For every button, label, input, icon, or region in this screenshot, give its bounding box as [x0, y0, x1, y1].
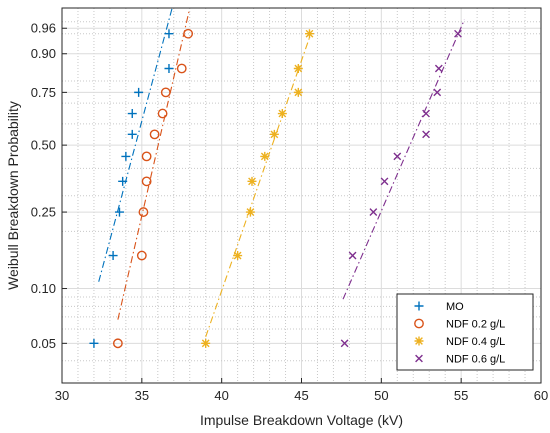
- legend-marker-2: [414, 318, 424, 329]
- data-point-series-2: [141, 151, 152, 162]
- data-point-series-1: [134, 87, 144, 97]
- legend-marker-3: [414, 336, 424, 346]
- data-point-series-2: [176, 63, 187, 74]
- data-point-series-2: [157, 108, 168, 119]
- data-point-series-3: [269, 129, 279, 139]
- x-tick-label: 35: [135, 388, 149, 403]
- data-point-series-4: [454, 29, 462, 38]
- data-point-series-1: [164, 29, 174, 39]
- fit-line-series-3: [205, 32, 312, 337]
- x-axis-label: Impulse Breakdown Voltage (kV): [200, 412, 403, 428]
- x-tick-label: 60: [534, 388, 548, 403]
- data-point-series-1: [121, 151, 131, 161]
- data-point-series-1: [127, 109, 137, 119]
- legend-label-4: NDF 0.6 g/L: [446, 354, 505, 366]
- data-point-series-3: [247, 176, 257, 186]
- y-tick-label: 0.90: [31, 46, 56, 61]
- y-axis-label: Weibull Breakdown Probability: [5, 101, 21, 290]
- data-point-series-1: [108, 251, 118, 261]
- fit-line-series-1: [98, 7, 173, 282]
- data-point-series-3: [201, 338, 211, 348]
- data-point-series-2: [183, 28, 194, 39]
- legend-marker-4: [415, 354, 423, 363]
- data-point-series-3: [277, 109, 287, 119]
- data-point-series-1: [114, 207, 124, 217]
- data-point-series-3: [304, 29, 314, 39]
- data-point-series-3: [293, 63, 303, 73]
- y-tick-label: 0.75: [31, 85, 56, 100]
- data-point-series-2: [141, 176, 152, 187]
- data-point-series-1: [164, 63, 174, 73]
- data-point-series-3: [293, 87, 303, 97]
- x-tick-label: 50: [374, 388, 388, 403]
- fit-line-series-2: [117, 9, 191, 320]
- data-point-series-1: [89, 338, 99, 348]
- legend: MO NDF 0.2 g/L NDF 0.4 g/L NDF 0.6 g/L: [396, 293, 534, 371]
- fit-lines: [98, 7, 465, 337]
- data-point-series-4: [433, 88, 442, 97]
- y-tick-label: 0.96: [31, 21, 56, 36]
- legend-label-1: MO: [446, 301, 464, 313]
- data-point-series-4: [380, 177, 389, 186]
- x-tick-label: 30: [55, 388, 69, 403]
- data-point-series-4: [340, 339, 349, 348]
- data-point-series-1: [118, 176, 128, 186]
- data-point-series-2: [160, 87, 171, 98]
- data-point-series-3: [245, 207, 255, 217]
- y-tick-label: 0.50: [31, 138, 56, 153]
- axis-ticks: 30 35 40 45 50 55 60 0.05 0.10 0.25 0.50 0.75 0.90 0.…: [31, 21, 549, 403]
- x-tick-label: 55: [454, 388, 468, 403]
- data-point-series-3: [260, 151, 270, 161]
- y-tick-label: 0.10: [31, 281, 56, 296]
- data-point-series-2: [136, 250, 147, 261]
- data-point-series-4: [369, 208, 378, 216]
- data-point-series-4: [434, 64, 443, 73]
- data-point-series-2: [138, 207, 149, 217]
- data-point-series-3: [233, 251, 243, 261]
- data-point-series-1: [127, 129, 137, 139]
- data-point-series-4: [348, 251, 357, 260]
- x-tick-label: 40: [214, 388, 228, 403]
- data-point-series-2: [149, 129, 160, 140]
- data-point-series-4: [422, 109, 430, 118]
- data-point-series-4: [393, 152, 402, 161]
- legend-label-3: NDF 0.4 g/L: [446, 336, 505, 348]
- data-point-series-2: [112, 338, 123, 349]
- y-tick-label: 0.05: [31, 336, 56, 351]
- x-tick-label: 45: [294, 388, 308, 403]
- legend-label-2: NDF 0.2 g/L: [446, 319, 505, 331]
- data-markers: [89, 28, 462, 349]
- data-point-series-4: [422, 130, 430, 139]
- y-tick-label: 0.25: [31, 205, 56, 220]
- legend-marker-1: [414, 301, 424, 311]
